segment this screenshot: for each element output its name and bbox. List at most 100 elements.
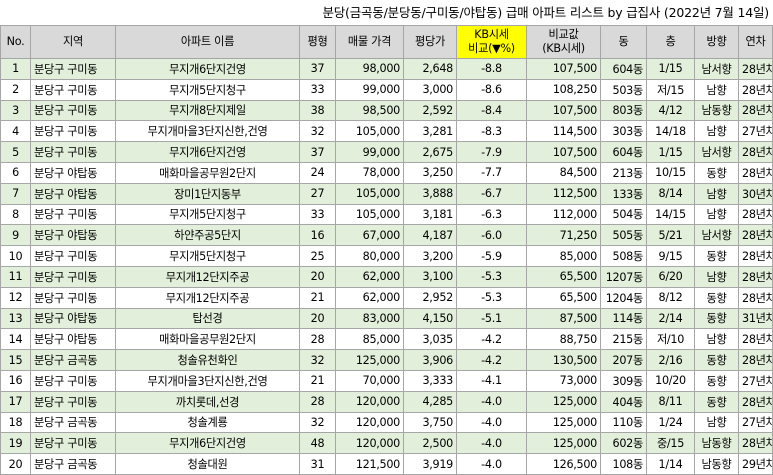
header-kb-compare[interactable]: KB시세 비교(▼%): [456, 25, 527, 59]
cell-dong[interactable]: 602동: [600, 432, 647, 455]
cell-direction[interactable]: 동향: [694, 307, 739, 330]
cell-kb-compare[interactable]: -5.1: [456, 307, 527, 330]
cell-floor[interactable]: 1/24: [646, 411, 695, 434]
cell-price-per-pyeong[interactable]: 3,100: [403, 265, 457, 288]
cell-kb-compare[interactable]: -6.0: [456, 224, 527, 247]
cell-no[interactable]: 11: [0, 265, 31, 288]
cell-apartment-name[interactable]: 탑선경: [115, 307, 300, 330]
cell-dong[interactable]: 508동: [600, 245, 647, 267]
cell-pyeong[interactable]: 28: [299, 390, 336, 413]
cell-direction[interactable]: 남서향: [694, 224, 739, 247]
cell-dong[interactable]: 110동: [600, 411, 647, 434]
cell-dong[interactable]: 1204동: [600, 286, 647, 309]
cell-no[interactable]: 6: [0, 161, 31, 184]
cell-floor[interactable]: 1/15: [646, 141, 695, 163]
cell-compare-value[interactable]: 65,500: [526, 286, 601, 309]
cell-age[interactable]: 29년차: [738, 453, 773, 475]
cell-price-per-pyeong[interactable]: 3,250: [403, 161, 457, 184]
cell-floor[interactable]: 1/14: [646, 453, 695, 475]
cell-age[interactable]: 28년차: [738, 99, 773, 122]
cell-apartment-name[interactable]: 무지개5단지청구: [115, 78, 300, 101]
cell-direction[interactable]: 남동향: [694, 432, 739, 455]
cell-pyeong[interactable]: 32: [299, 411, 336, 434]
cell-pyeong[interactable]: 48: [299, 432, 336, 455]
cell-compare-value[interactable]: 126,500: [526, 453, 601, 475]
cell-apartment-name[interactable]: 무지개6단지건영: [115, 141, 300, 163]
cell-direction[interactable]: 동향: [694, 390, 739, 413]
cell-price[interactable]: 121,500: [335, 453, 404, 475]
cell-region[interactable]: 분당구 구미동: [30, 99, 116, 122]
cell-apartment-name[interactable]: 무지개5단지청구: [115, 203, 300, 226]
cell-floor[interactable]: 저/10: [646, 328, 695, 351]
cell-no[interactable]: 8: [0, 203, 31, 226]
cell-price[interactable]: 120,000: [335, 390, 404, 413]
cell-region[interactable]: 분당구 구미동: [30, 390, 116, 413]
cell-direction[interactable]: 남향: [694, 411, 739, 434]
cell-age[interactable]: 27년차: [738, 120, 773, 143]
cell-age[interactable]: 28년차: [738, 161, 773, 184]
cell-direction[interactable]: 남향: [694, 203, 739, 226]
cell-compare-value[interactable]: 125,000: [526, 432, 601, 455]
cell-no[interactable]: 15: [0, 349, 31, 371]
cell-pyeong[interactable]: 28: [299, 328, 336, 351]
cell-region[interactable]: 분당구 구미동: [30, 286, 116, 309]
cell-compare-value[interactable]: 84,500: [526, 161, 601, 184]
cell-floor[interactable]: 6/20: [646, 265, 695, 288]
cell-no[interactable]: 4: [0, 120, 31, 143]
cell-kb-compare[interactable]: -7.7: [456, 161, 527, 184]
cell-price-per-pyeong[interactable]: 4,150: [403, 307, 457, 330]
cell-region[interactable]: 분당구 구미동: [30, 78, 116, 101]
header-dong[interactable]: 동: [600, 25, 647, 59]
cell-age[interactable]: 28년차: [738, 58, 773, 80]
cell-kb-compare[interactable]: -5.9: [456, 245, 527, 267]
cell-direction[interactable]: 남향: [694, 182, 739, 205]
cell-direction[interactable]: 남향: [694, 120, 739, 143]
cell-pyeong[interactable]: 37: [299, 141, 336, 163]
cell-dong[interactable]: 114동: [600, 307, 647, 330]
header-compare-value[interactable]: 비교값 (KB시세): [526, 25, 601, 59]
cell-price[interactable]: 105,000: [335, 203, 404, 226]
cell-floor[interactable]: 1/15: [646, 58, 695, 80]
cell-price[interactable]: 99,000: [335, 78, 404, 101]
cell-kb-compare[interactable]: -4.0: [456, 390, 527, 413]
cell-pyeong[interactable]: 33: [299, 78, 336, 101]
cell-pyeong[interactable]: 21: [299, 286, 336, 309]
cell-region[interactable]: 분당구 구미동: [30, 245, 116, 267]
cell-direction[interactable]: 동향: [694, 349, 739, 371]
header-price[interactable]: 매물 가격: [335, 25, 404, 59]
cell-region[interactable]: 분당구 야탑동: [30, 161, 116, 184]
cell-apartment-name[interactable]: 까치롯데,선경: [115, 390, 300, 413]
cell-price-per-pyeong[interactable]: 3,906: [403, 349, 457, 371]
cell-apartment-name[interactable]: 무지개6단지건영: [115, 432, 300, 455]
cell-age[interactable]: 28년차: [738, 432, 773, 455]
cell-price[interactable]: 85,000: [335, 328, 404, 351]
cell-price-per-pyeong[interactable]: 3,888: [403, 182, 457, 205]
header-floor[interactable]: 층: [646, 25, 695, 59]
cell-age[interactable]: 28년차: [738, 245, 773, 267]
cell-dong[interactable]: 213동: [600, 161, 647, 184]
cell-age[interactable]: 27년차: [738, 369, 773, 392]
cell-age[interactable]: 28년차: [738, 78, 773, 101]
cell-dong[interactable]: 133동: [600, 182, 647, 205]
cell-price-per-pyeong[interactable]: 2,500: [403, 432, 457, 455]
cell-floor[interactable]: 8/11: [646, 390, 695, 413]
cell-direction[interactable]: 남동향: [694, 453, 739, 475]
cell-dong[interactable]: 803동: [600, 99, 647, 122]
cell-floor[interactable]: 14/18: [646, 120, 695, 143]
cell-no[interactable]: 20: [0, 453, 31, 475]
cell-age[interactable]: 28년차: [738, 265, 773, 288]
cell-dong[interactable]: 207동: [600, 349, 647, 371]
cell-age[interactable]: 28년차: [738, 390, 773, 413]
cell-dong[interactable]: 108동: [600, 453, 647, 475]
cell-price[interactable]: 62,000: [335, 286, 404, 309]
cell-price[interactable]: 105,000: [335, 182, 404, 205]
cell-price[interactable]: 83,000: [335, 307, 404, 330]
cell-dong[interactable]: 604동: [600, 58, 647, 80]
cell-dong[interactable]: 1207동: [600, 265, 647, 288]
cell-region[interactable]: 분당구 구미동: [30, 432, 116, 455]
cell-direction[interactable]: 남향: [694, 265, 739, 288]
cell-price[interactable]: 62,000: [335, 265, 404, 288]
cell-direction[interactable]: 동향: [694, 161, 739, 184]
cell-no[interactable]: 12: [0, 286, 31, 309]
cell-kb-compare[interactable]: -6.3: [456, 203, 527, 226]
